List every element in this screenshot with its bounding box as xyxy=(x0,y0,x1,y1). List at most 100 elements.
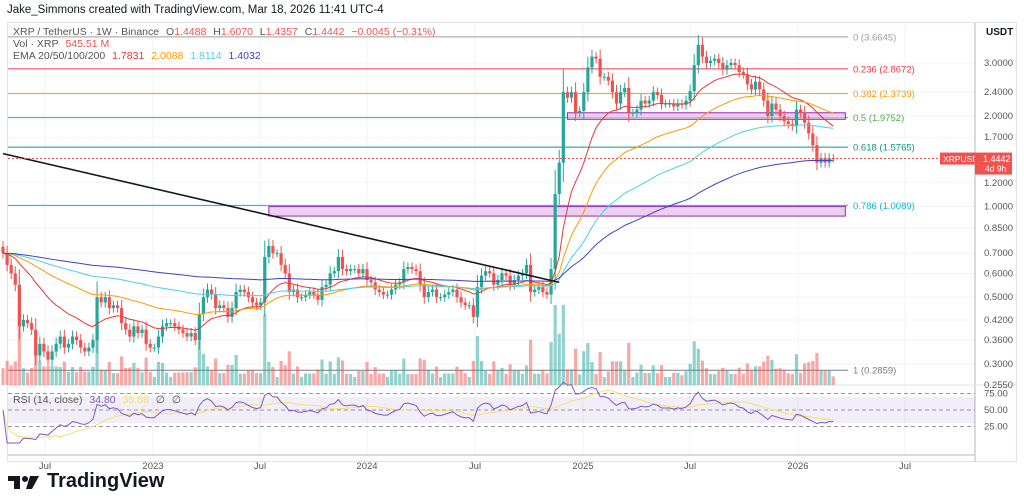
candle-body xyxy=(103,297,107,303)
candle-body xyxy=(741,72,745,75)
volume-bar xyxy=(537,373,541,385)
candle-body xyxy=(185,333,189,337)
candle-body xyxy=(725,65,729,70)
candle-body xyxy=(83,347,87,352)
candle-body xyxy=(782,115,786,122)
volume-bar xyxy=(230,364,234,385)
volume-bar xyxy=(312,373,316,385)
candle-body xyxy=(312,292,316,295)
candle-body xyxy=(594,56,598,59)
volume-bar xyxy=(140,372,144,385)
candle-body xyxy=(42,343,46,352)
candle-body xyxy=(344,269,349,272)
volume-bar xyxy=(680,375,684,385)
rsi-tick-label: 25.00 xyxy=(984,422,1008,433)
volume-bar xyxy=(25,372,30,385)
candle-body xyxy=(606,76,610,81)
volume-bar xyxy=(373,367,377,385)
candle-body xyxy=(655,92,659,95)
volume-bar xyxy=(17,319,21,385)
chart-frame xyxy=(7,22,1017,462)
ema50-line xyxy=(2,95,834,316)
candle-body xyxy=(308,292,312,295)
last-price-badge-bg xyxy=(975,152,1012,175)
ema20-value: 1.7831 xyxy=(112,50,145,62)
candle-body xyxy=(749,84,754,90)
candle-body xyxy=(762,89,766,101)
volume-bar xyxy=(328,361,332,385)
candle-body xyxy=(753,81,758,90)
volume-bar xyxy=(103,369,107,385)
volume-bar xyxy=(169,377,173,385)
candle-body xyxy=(283,264,287,274)
rsi-legend[interactable]: RSI (14, close) 34.80 35.88 ∅ ∅ xyxy=(13,394,185,406)
volume-bar xyxy=(152,377,156,385)
volume-bar xyxy=(676,372,680,385)
candle-body xyxy=(287,273,291,293)
chart-credit: Jake_Simmons created with TradingView.co… xyxy=(7,4,384,16)
volume-value: 545.51 M xyxy=(65,38,110,50)
volume-bar xyxy=(541,370,545,385)
candle-body xyxy=(729,63,733,66)
candle-body xyxy=(721,63,725,70)
volume-bar xyxy=(398,373,402,385)
candle-body xyxy=(320,287,324,300)
candle-body xyxy=(381,292,385,295)
volume-bar xyxy=(823,370,827,385)
candle-body xyxy=(582,92,586,111)
candle-body xyxy=(598,58,602,77)
candle-body xyxy=(508,275,512,285)
volume-bar xyxy=(778,368,782,385)
ema-label: EMA 20/50/100/200 xyxy=(13,50,106,62)
candle-body xyxy=(708,60,713,63)
volume-bar xyxy=(488,374,492,385)
volume-bars xyxy=(1,305,835,385)
volume-bar xyxy=(271,366,275,385)
change-value: −0.0045 (−0.31%) xyxy=(351,26,436,38)
volume-bar xyxy=(475,335,480,385)
volume-bar xyxy=(165,372,169,385)
volume-bar xyxy=(75,372,79,385)
close-label: C xyxy=(304,26,313,38)
candle-body xyxy=(803,112,807,123)
volume-bar xyxy=(635,372,639,385)
ema-legend[interactable]: EMA 20/50/100/200 1.7831 2.0088 1.8114 1… xyxy=(13,50,265,62)
price-tick-label: 0.8500 xyxy=(984,223,1013,234)
volume-legend[interactable]: Vol · XRP 545.51 M xyxy=(13,38,113,50)
volume-bar xyxy=(422,359,426,385)
candle-body xyxy=(259,302,263,306)
trendline xyxy=(2,152,560,284)
symbol-badge: XRPUSDT xyxy=(943,154,984,164)
time-tick-label: Jul xyxy=(684,461,696,472)
candle-body xyxy=(30,323,34,330)
candle-body xyxy=(733,63,737,66)
candle-body xyxy=(488,271,492,274)
volume-bar xyxy=(50,365,54,385)
candle-body xyxy=(165,323,169,327)
tradingview-logo[interactable]: TradingView xyxy=(8,470,164,493)
candle-body xyxy=(234,292,238,309)
candle-body xyxy=(533,289,537,293)
candle-body xyxy=(811,133,815,146)
candle-body xyxy=(17,284,21,327)
volume-bar xyxy=(459,369,463,385)
candle-body xyxy=(467,305,471,307)
currency-label[interactable]: USDT xyxy=(986,27,1014,38)
candle-body xyxy=(688,91,692,101)
price-tick-label: 0.7000 xyxy=(984,248,1013,259)
candle-body xyxy=(717,58,721,63)
volume-bar xyxy=(713,374,717,385)
volume-bar xyxy=(259,373,263,385)
symbol-title[interactable]: XRP / TetherUS · 1W · Binance xyxy=(13,26,160,38)
candle-body xyxy=(455,289,459,298)
volume-bar xyxy=(406,374,410,385)
grid-lines xyxy=(8,23,975,455)
candle-body xyxy=(201,297,206,314)
candle-body xyxy=(484,271,488,276)
price-tick-label: 0.4200 xyxy=(984,315,1013,326)
volume-bar xyxy=(136,367,140,385)
high-value: 1.6070 xyxy=(220,26,253,38)
volume-bar xyxy=(668,377,672,385)
volume-bar xyxy=(471,360,475,385)
